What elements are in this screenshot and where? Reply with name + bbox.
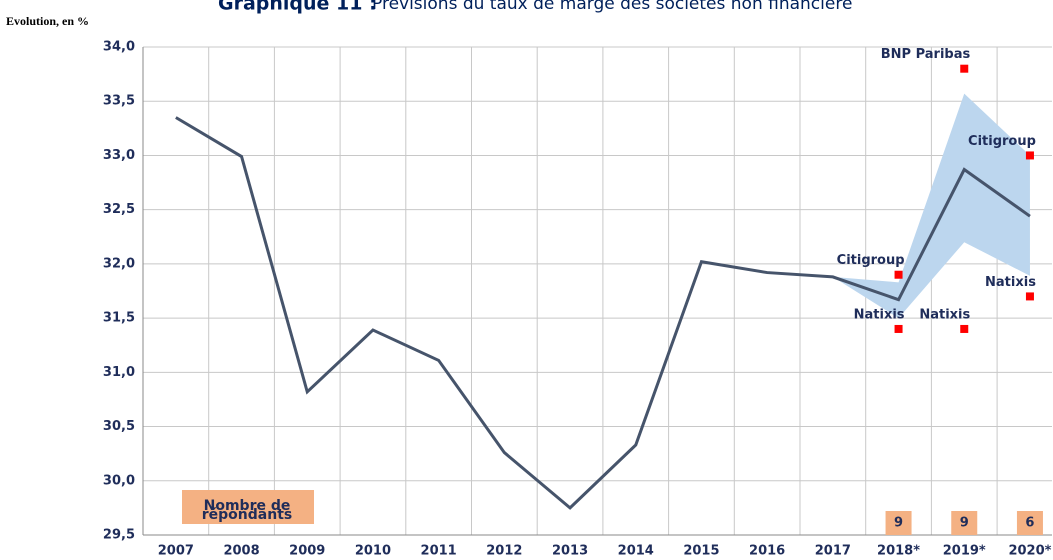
point-label: Citigroup (837, 253, 905, 268)
x-tick-label: 2017 (815, 544, 851, 559)
x-tick-label: 2018* (877, 544, 920, 559)
y-axis-label: Evolution, en % (6, 14, 89, 28)
point-label: Natixis (985, 275, 1036, 290)
x-tick-label: 2020* (1008, 544, 1051, 559)
y-tick-label: 30,5 (103, 419, 135, 434)
point-label: Citigroup (968, 134, 1036, 149)
y-tick-label: 32,0 (103, 256, 135, 271)
x-tick-label: 2019* (943, 544, 986, 559)
respondents-count: 9 (894, 516, 903, 531)
x-tick-label: 2016 (749, 544, 785, 559)
x-tick-label: 2015 (683, 544, 719, 559)
y-tick-label: 33,5 (103, 94, 135, 109)
respondents-label: répondants (202, 507, 292, 523)
forecast-point (960, 64, 969, 73)
respondents-count: 9 (960, 516, 969, 531)
x-tick-label: 2012 (486, 544, 522, 559)
forecast-point (894, 270, 903, 279)
x-tick-label: 2013 (552, 544, 588, 559)
x-tick-label: 2010 (355, 544, 391, 559)
y-tick-label: 31,5 (103, 311, 135, 326)
y-tick-label: 33,0 (103, 148, 135, 163)
line (175, 116, 1031, 510)
forecast-point (1025, 151, 1034, 160)
y-tick-label: 34,0 (103, 40, 135, 55)
respondents-count-box (1016, 511, 1043, 535)
forecast-point (1025, 292, 1034, 301)
y-tick-label: 31,0 (103, 365, 135, 380)
x-tick-label: 2007 (158, 544, 194, 559)
chart-title-label: Graphique 11 : (218, 0, 377, 15)
respondents-count-box (885, 511, 912, 535)
forecast-point (960, 324, 969, 333)
point-label: Natixis (854, 307, 905, 322)
chart-title: Prévisions du taux de marge des sociétés… (372, 0, 852, 14)
forecast-range (832, 93, 1030, 319)
respondents-box (182, 490, 314, 524)
x-tick-label: 2011 (421, 544, 457, 559)
respondents-count: 6 (1025, 516, 1034, 531)
point-label: Natixis (919, 307, 970, 322)
x-tick-label: 2008 (223, 544, 259, 559)
y-tick-label: 32,5 (103, 202, 135, 217)
y-tick-label: 30,0 (103, 473, 135, 488)
point-label: BNP Paribas (881, 47, 971, 62)
respondents-label: Nombre de (204, 498, 291, 514)
x-tick-label: 2014 (618, 544, 654, 559)
y-tick-label: 29,5 (103, 528, 135, 543)
forecast-point (894, 324, 903, 333)
respondents-count-box (951, 511, 978, 535)
x-tick-label: 2009 (289, 544, 325, 559)
